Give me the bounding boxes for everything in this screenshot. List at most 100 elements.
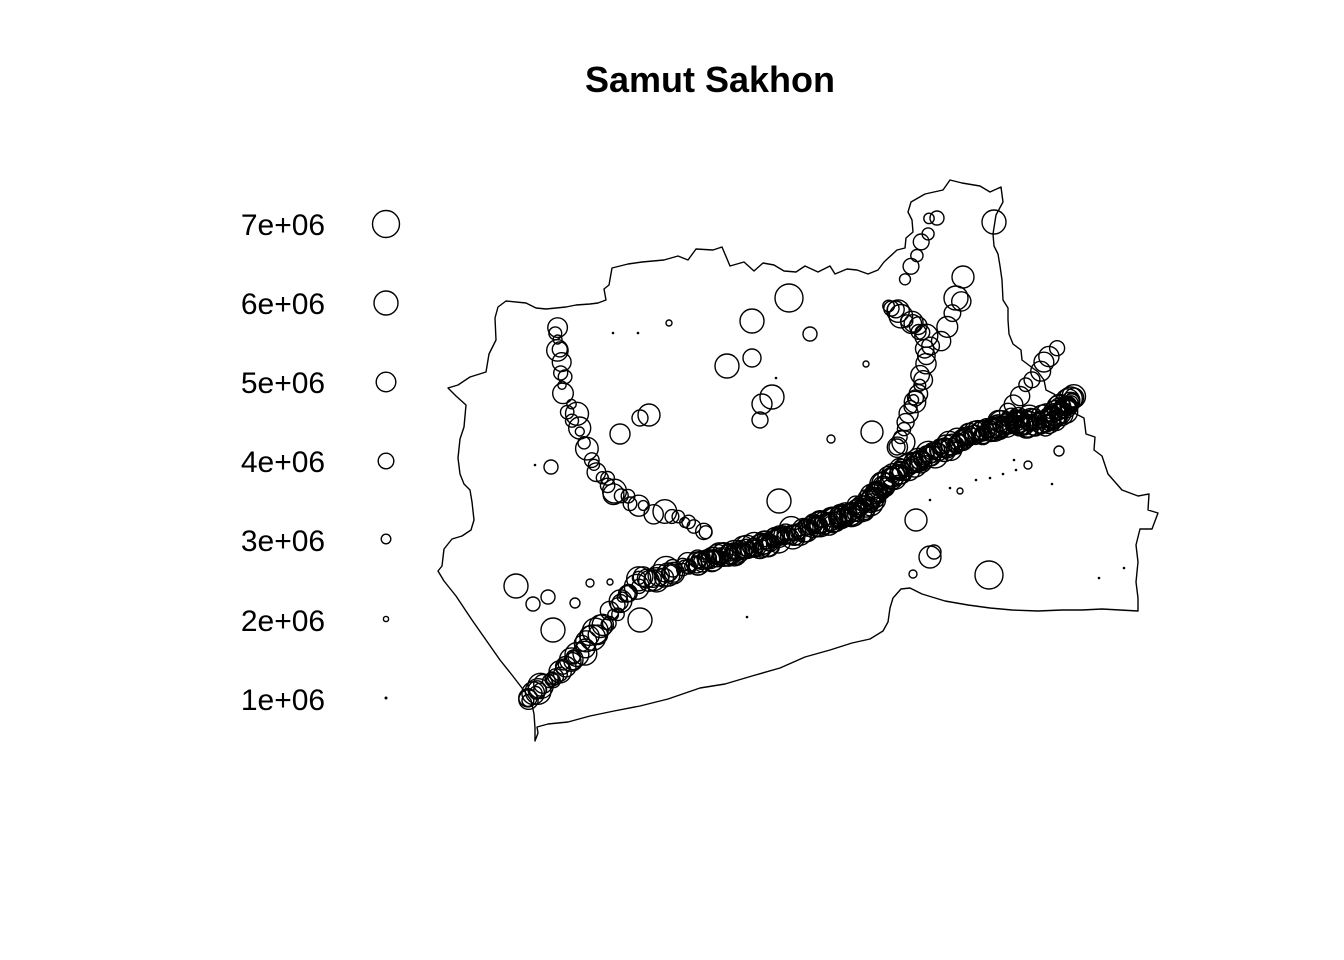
map-point	[591, 613, 615, 637]
map-point	[880, 463, 906, 488]
map-point	[1023, 371, 1041, 389]
map-point	[631, 409, 649, 427]
province-boundary	[437, 179, 1159, 742]
map-point	[794, 518, 819, 543]
map-point	[951, 265, 975, 289]
map-point	[558, 647, 584, 672]
legend-symbol	[377, 452, 395, 470]
map-point	[830, 507, 848, 525]
map-point	[583, 452, 600, 469]
legend-label: 4e+06	[241, 446, 325, 479]
point-layer	[503, 209, 1126, 710]
map-point	[543, 459, 559, 475]
map-point	[902, 257, 920, 275]
map-point	[564, 401, 590, 426]
map-point	[533, 463, 537, 467]
legend-symbol	[384, 696, 388, 700]
legend-entry: 3e+06	[241, 525, 392, 558]
legend-symbol	[375, 371, 397, 393]
legend-symbol	[380, 533, 392, 545]
map-point	[886, 436, 909, 459]
map-point	[626, 566, 652, 592]
map-point	[904, 508, 928, 532]
map-point	[735, 542, 753, 559]
map-point	[912, 233, 930, 251]
map-point	[751, 411, 769, 429]
legend-symbol	[371, 209, 401, 239]
map-point	[611, 607, 625, 622]
map-point	[1023, 460, 1033, 470]
map-point	[1050, 482, 1054, 486]
map-point	[587, 458, 601, 471]
map-point	[998, 402, 1018, 422]
map-point	[566, 398, 577, 410]
map-point	[982, 418, 1002, 439]
map-point	[910, 248, 924, 263]
map-point	[681, 514, 696, 530]
map-point	[540, 589, 556, 605]
map-point	[1003, 394, 1024, 415]
map-point	[802, 326, 818, 342]
map-point	[524, 678, 552, 706]
legend-entry: 6e+06	[241, 288, 399, 321]
map-point	[908, 316, 928, 336]
map-point	[1122, 566, 1126, 570]
map-point	[585, 578, 595, 588]
map-point	[1012, 458, 1016, 462]
map-point	[1050, 402, 1069, 420]
legend-label: 3e+06	[241, 525, 325, 558]
map-point	[790, 524, 807, 541]
map-point	[533, 682, 548, 697]
map-point	[923, 212, 935, 225]
map-point	[664, 508, 680, 525]
map-point	[711, 542, 737, 568]
map-point	[943, 285, 969, 311]
map-point	[636, 331, 640, 335]
legend-entry: 5e+06	[241, 367, 397, 400]
map-point	[1053, 445, 1065, 457]
map-point	[1097, 576, 1101, 580]
map-point	[557, 380, 567, 391]
map-point	[1001, 472, 1005, 476]
map-point	[774, 283, 804, 313]
map-point	[616, 591, 628, 603]
map-point	[546, 338, 569, 362]
legend-entry: 2e+06	[241, 605, 390, 638]
map-point	[574, 436, 599, 461]
map-point	[791, 517, 817, 543]
map-point	[698, 525, 713, 540]
map-point	[904, 455, 923, 474]
legend-symbol	[382, 615, 390, 623]
map-point	[1048, 340, 1066, 357]
map-point	[745, 615, 749, 619]
map-point	[944, 427, 970, 453]
map-point	[627, 607, 653, 633]
map-point	[599, 477, 616, 494]
map-point	[692, 553, 713, 573]
map-point	[525, 596, 541, 612]
map-point	[552, 666, 569, 682]
map-point	[891, 430, 916, 455]
map-point	[637, 499, 649, 512]
map-point	[552, 334, 563, 345]
map-point	[917, 346, 936, 366]
map-point	[826, 434, 836, 444]
map-point	[1025, 417, 1044, 436]
legend-label: 7e+06	[241, 209, 325, 242]
map-point	[1063, 387, 1085, 408]
map-point	[752, 530, 777, 555]
legend-label: 2e+06	[241, 605, 325, 638]
map-point	[609, 423, 631, 445]
map-point	[896, 421, 912, 437]
map-point	[1033, 351, 1055, 373]
map-point	[606, 578, 614, 586]
map-point	[718, 544, 740, 565]
map-point	[866, 482, 887, 503]
map-point	[903, 399, 918, 415]
map-point	[552, 382, 575, 405]
legend: 7e+06 6e+06 5e+06 4e+06 3e+06 2e+06 1e+0…	[241, 209, 401, 717]
map-point	[569, 597, 581, 609]
map-point	[665, 319, 673, 327]
map-point	[572, 640, 598, 666]
